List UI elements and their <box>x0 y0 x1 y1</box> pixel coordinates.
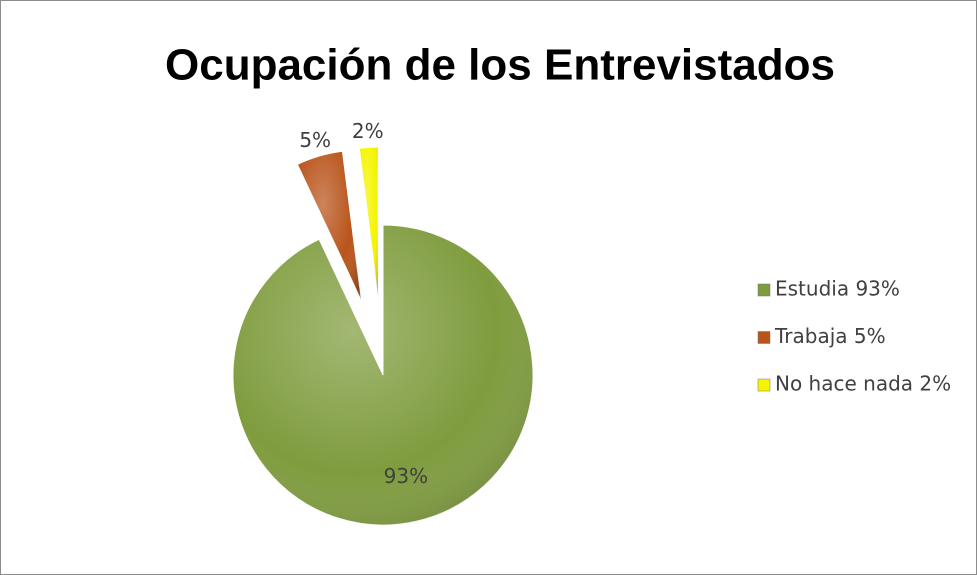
legend-label: No hace nada 2% <box>775 372 951 396</box>
data-label: 2% <box>352 119 384 143</box>
data-label: 93% <box>384 464 428 488</box>
legend-marker <box>757 331 771 344</box>
legend-marker <box>757 378 771 392</box>
legend-marker <box>757 283 771 297</box>
chart-title: Ocupación de los Entrevistados <box>165 41 835 90</box>
legend-label: Trabaja 5% <box>774 324 886 348</box>
legend-label: Estudia 93% <box>775 277 900 301</box>
data-label: 5% <box>299 128 331 152</box>
